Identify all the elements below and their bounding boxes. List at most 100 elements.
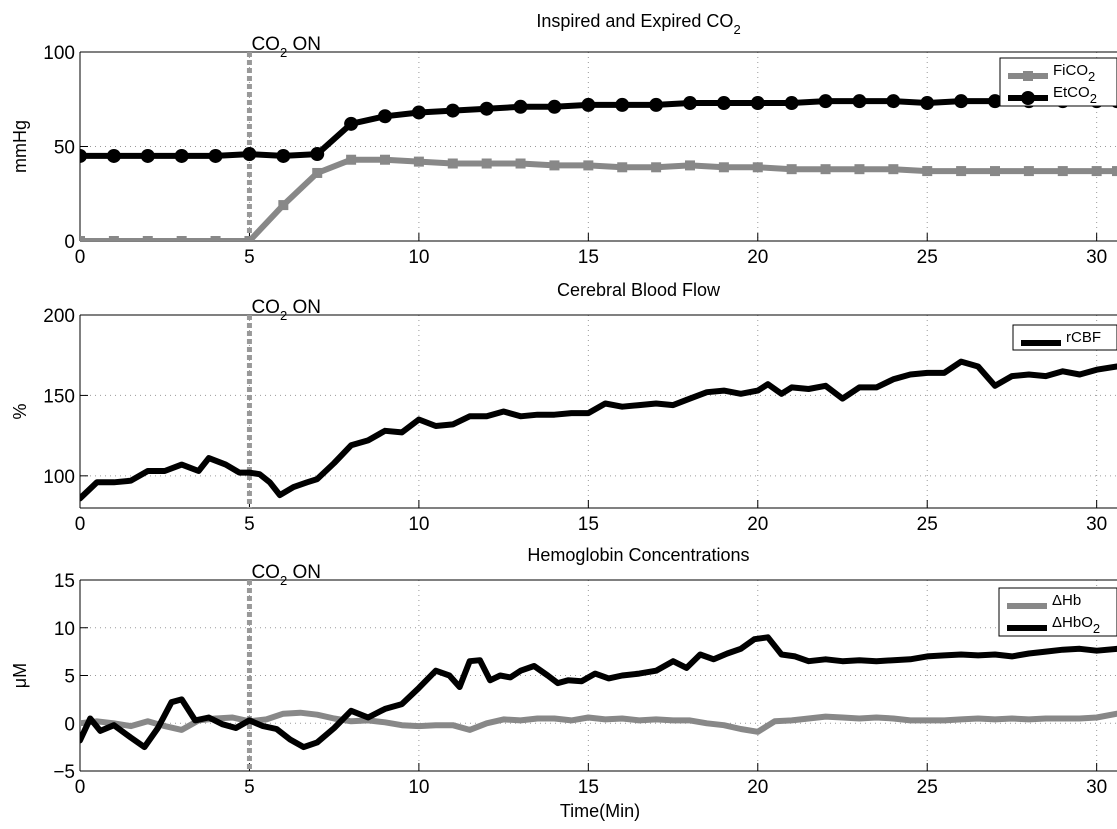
- data-point: [649, 97, 664, 112]
- y-tick-label: 100: [43, 43, 75, 64]
- data-point: [820, 164, 831, 175]
- data-point: [278, 200, 289, 211]
- data-point: [515, 158, 526, 169]
- series-group: [80, 94, 1117, 241]
- y-axis-label: %: [10, 403, 30, 419]
- legend-label: ΔHbO2: [1052, 614, 1100, 636]
- x-tick-label: 25: [917, 514, 938, 535]
- data-point: [685, 160, 695, 171]
- data-point: [956, 166, 967, 177]
- x-tick-label: 0: [75, 514, 86, 535]
- chart-title: Hemoglobin Concentrations: [527, 545, 749, 565]
- data-point: [80, 236, 85, 241]
- data-point: [718, 162, 729, 173]
- data-point: [479, 101, 494, 116]
- data-point: [80, 148, 87, 163]
- x-tick-label: 25: [917, 777, 938, 798]
- y-tick-label: 100: [43, 467, 75, 488]
- data-point: [888, 164, 899, 175]
- data-point: [1112, 166, 1117, 177]
- x-tick-label: 15: [578, 514, 599, 535]
- x-tick-label: 10: [408, 247, 429, 268]
- x-tick-label: 15: [578, 247, 599, 268]
- data-point: [583, 160, 594, 171]
- data-point: [142, 236, 153, 241]
- y-tick-label: 50: [54, 138, 75, 159]
- data-point: [784, 96, 799, 111]
- legend-label: FiCO2: [1053, 62, 1095, 84]
- x-tick-label: 5: [244, 777, 255, 798]
- x-tick-label: 20: [747, 247, 768, 268]
- chart-title: Cerebral Blood Flow: [557, 280, 721, 300]
- data-point: [108, 236, 119, 241]
- x-axis-label: Time(Min): [560, 801, 640, 821]
- x-tick-label: 10: [408, 777, 429, 798]
- data-point: [988, 94, 1002, 109]
- y-tick-label: 0: [64, 232, 75, 253]
- data-point: [447, 158, 458, 169]
- data-point: [242, 147, 257, 162]
- data-point: [208, 148, 223, 163]
- data-point: [413, 156, 424, 167]
- data-point: [852, 94, 867, 109]
- data-point: [380, 154, 390, 165]
- legend-marker: [1023, 71, 1033, 81]
- y-tick-label: 200: [43, 306, 75, 327]
- data-point: [344, 116, 359, 131]
- series-line-1: [80, 634, 1117, 751]
- x-tick-label: 5: [244, 247, 255, 268]
- y-tick-label: 5: [64, 667, 75, 688]
- y-tick-label: 0: [64, 714, 75, 735]
- series-line-0: [80, 156, 1117, 241]
- data-point: [310, 147, 325, 162]
- data-point: [886, 94, 901, 109]
- data-point: [920, 96, 935, 111]
- data-point: [818, 94, 833, 109]
- data-point: [445, 103, 460, 118]
- legend-label: rCBF: [1066, 329, 1101, 346]
- legend-marker: [1021, 91, 1035, 105]
- data-point: [549, 160, 560, 171]
- data-point: [481, 158, 492, 169]
- data-point: [581, 97, 596, 112]
- data-point: [1057, 166, 1068, 177]
- chart-panel-1: Inspired and Expired CO2 0 50 100 0 5 10 15 20 25…: [10, 11, 1117, 268]
- data-point: [210, 236, 221, 241]
- x-tick-label: 0: [75, 777, 86, 798]
- data-point: [346, 154, 357, 165]
- data-point: [750, 96, 765, 111]
- x-tick-label: 25: [917, 247, 938, 268]
- data-point: [922, 166, 933, 177]
- legend: ΔHb ΔHbO2: [998, 587, 1117, 637]
- series-group: [80, 358, 1117, 502]
- legend-box: [1012, 324, 1117, 351]
- co2-on-annotation: CO2 ON: [251, 34, 321, 60]
- data-point: [176, 236, 187, 241]
- data-point: [1091, 166, 1102, 177]
- data-point: [1023, 166, 1034, 177]
- y-tick-label: 10: [54, 619, 75, 640]
- data-point: [716, 96, 731, 111]
- data-point: [244, 236, 255, 241]
- legend: rCBF: [1012, 324, 1117, 351]
- y-tick-label: 150: [43, 386, 75, 407]
- data-point: [954, 94, 969, 109]
- y-tick-label: 15: [54, 571, 75, 592]
- x-tick-label: 30: [1086, 247, 1107, 268]
- data-point: [683, 96, 697, 111]
- data-point: [752, 162, 763, 173]
- data-point: [615, 97, 630, 112]
- data-point: [411, 105, 426, 120]
- data-point: [854, 164, 865, 175]
- series-line-1: [80, 98, 1117, 159]
- x-tick-label: 20: [747, 514, 768, 535]
- data-point: [547, 99, 562, 114]
- data-point: [378, 109, 392, 124]
- x-tick-label: 10: [408, 514, 429, 535]
- series-group: [80, 634, 1117, 751]
- data-point: [174, 148, 189, 163]
- y-axis-label: μM: [10, 663, 30, 688]
